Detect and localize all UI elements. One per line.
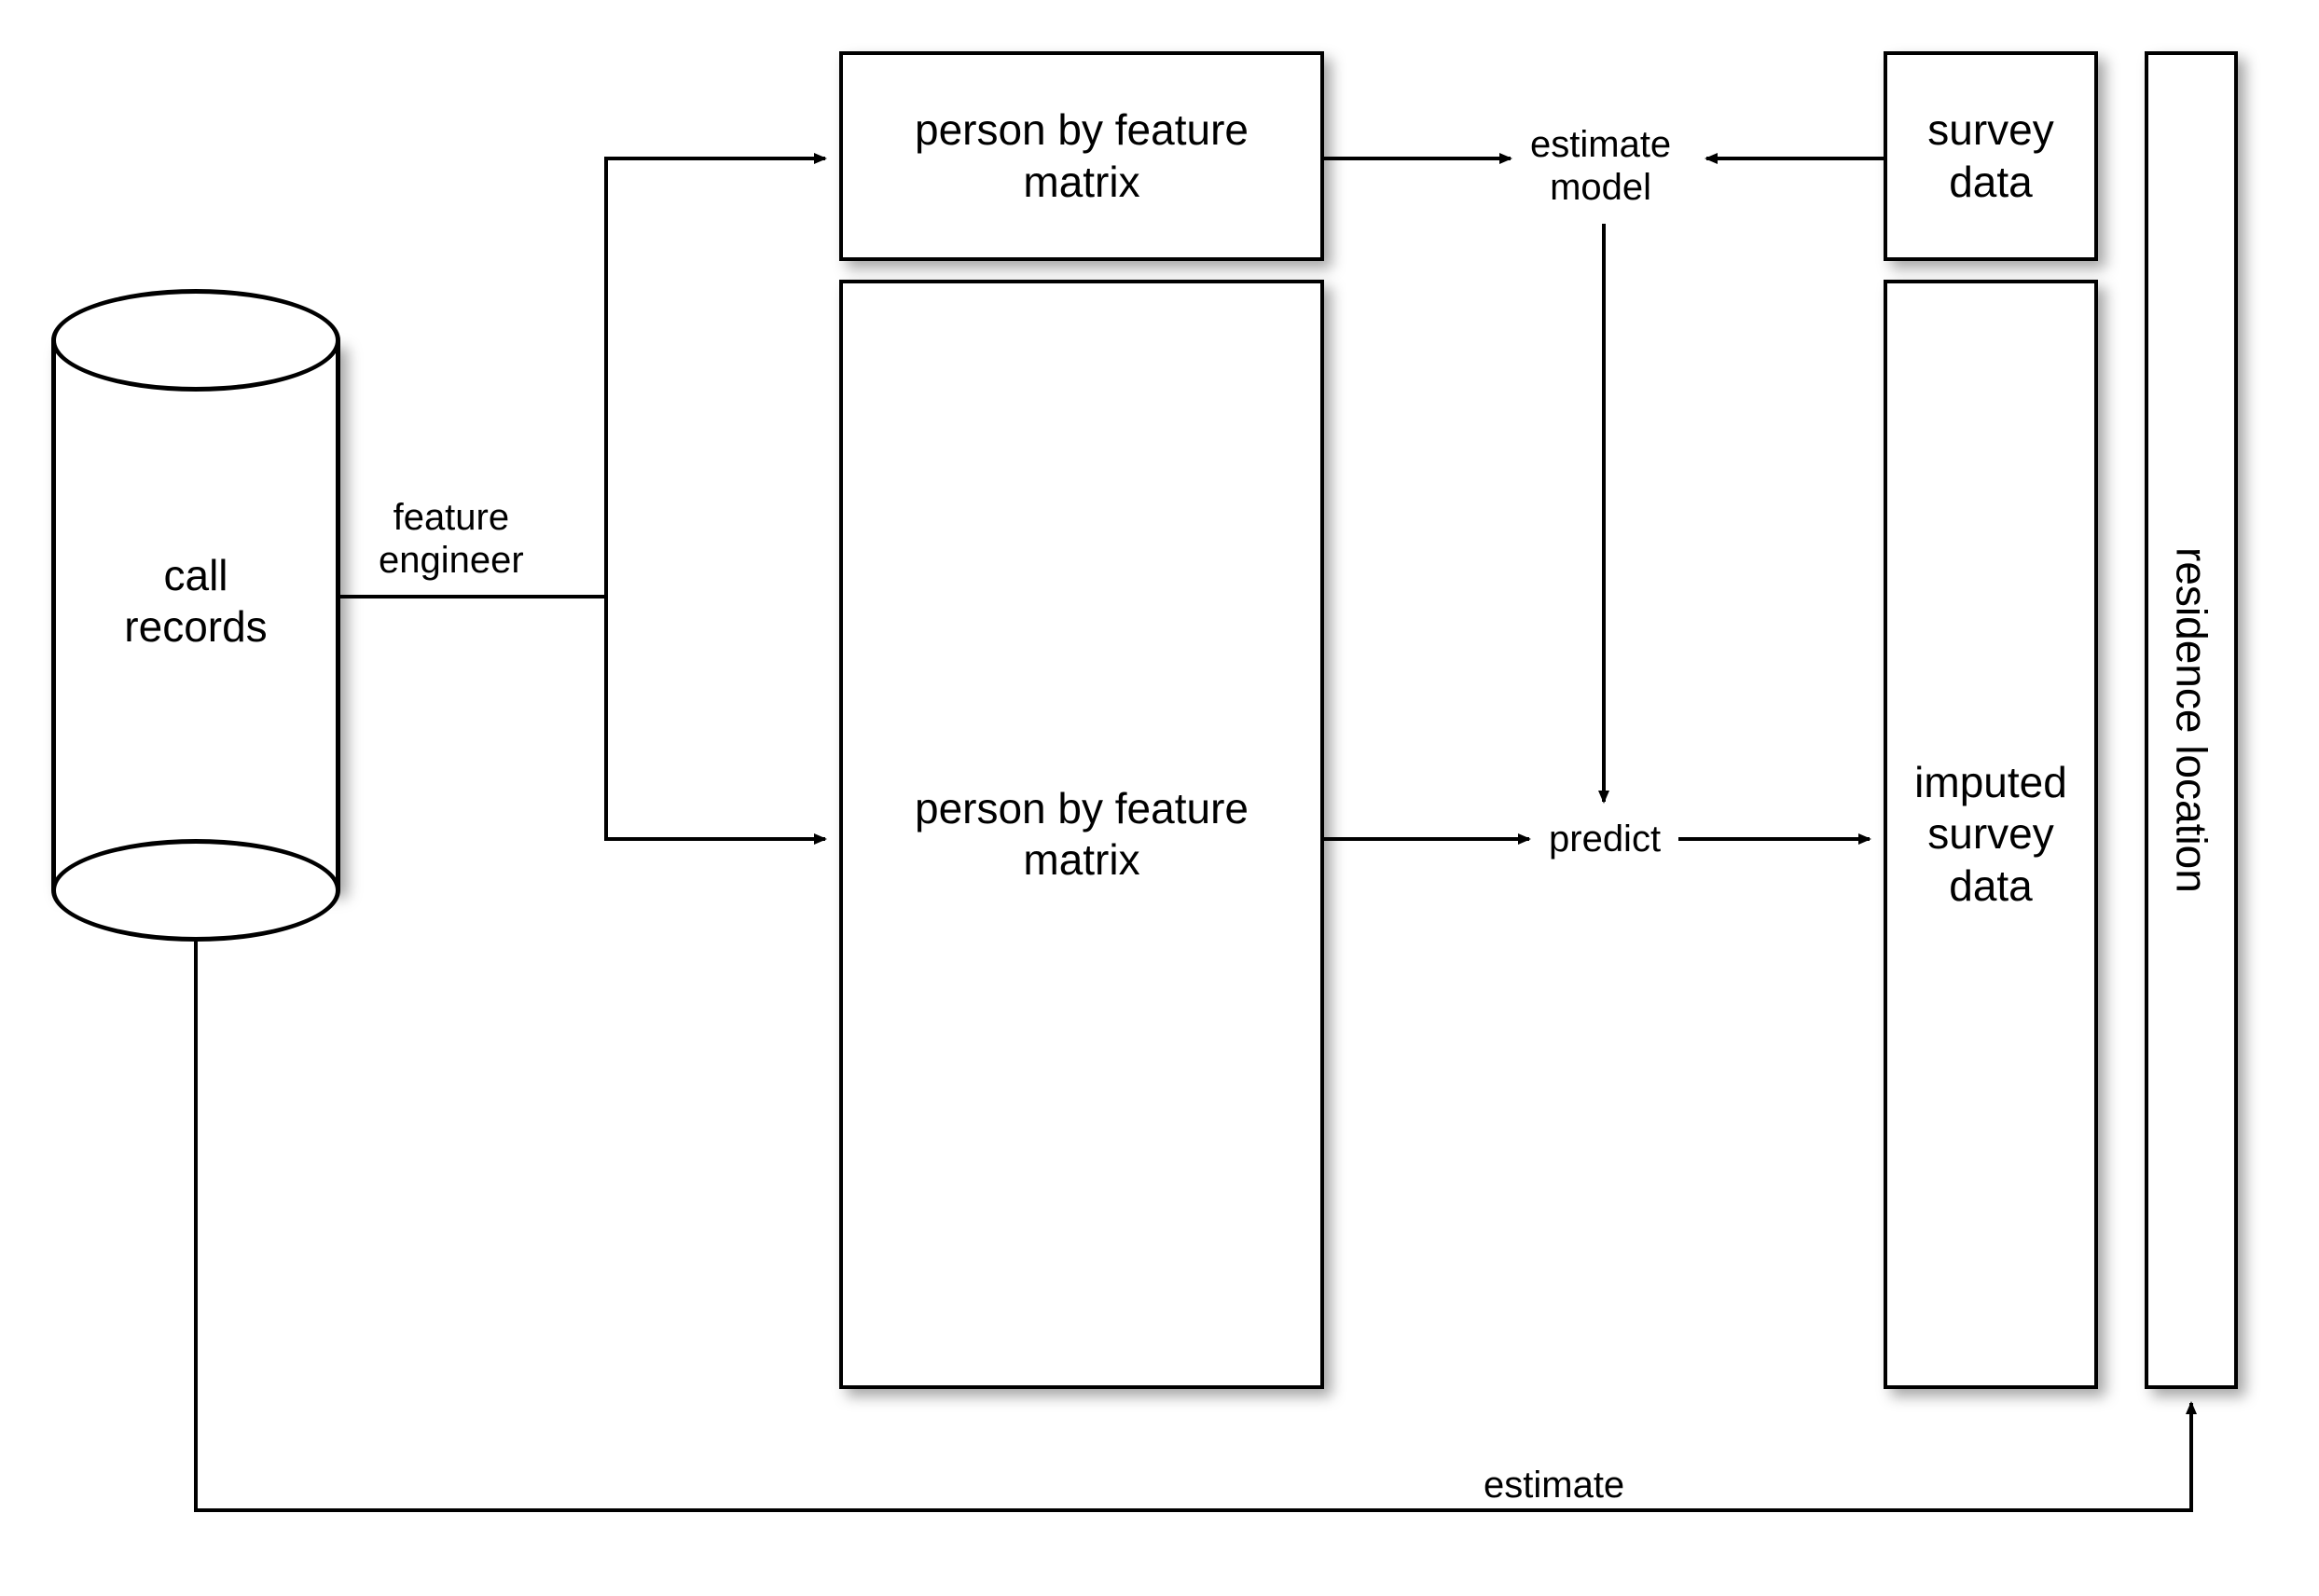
node-survey-data: survey data — [1884, 51, 2098, 261]
node-residence-location: residence location — [2145, 51, 2238, 1389]
node-call-records: call records — [51, 289, 340, 942]
edge-label-feature-engineer: feature engineer — [373, 494, 530, 584]
node-residence-location-label: residence location — [2165, 547, 2216, 893]
node-imputed-survey-data-label: imputed survey data — [1914, 757, 2067, 912]
node-imputed-survey-data: imputed survey data — [1884, 280, 2098, 1389]
node-feature-matrix-top-label: person by feature matrix — [915, 104, 1249, 207]
edge-label-predict: predict — [1543, 816, 1666, 862]
edge-label-estimate: estimate — [1478, 1462, 1630, 1508]
node-call-records-label: call records — [51, 550, 340, 653]
node-survey-data-label: survey data — [1927, 104, 2053, 207]
node-feature-matrix-bottom: person by feature matrix — [839, 280, 1324, 1389]
diagram-canvas: call records person by feature matrix pe… — [0, 0, 2319, 1596]
edge-label-estimate-model: estimate model — [1525, 121, 1677, 211]
node-feature-matrix-bottom-label: person by feature matrix — [915, 783, 1249, 886]
node-feature-matrix-top: person by feature matrix — [839, 51, 1324, 261]
